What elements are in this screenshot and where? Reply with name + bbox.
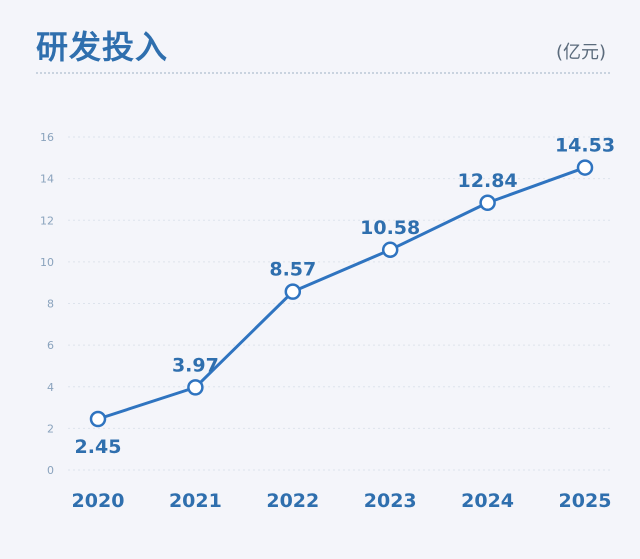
y-tick-label: 12 (40, 214, 54, 227)
x-tick-label: 2022 (266, 490, 319, 512)
x-tick-label: 2024 (461, 490, 514, 512)
data-points (89, 159, 594, 428)
y-tick-label: 0 (47, 464, 54, 477)
chart-title: 研发投入 (36, 28, 169, 66)
y-tick-label: 4 (47, 381, 54, 394)
y-tick-label: 8 (47, 298, 54, 311)
data-label: 3.97 (172, 354, 219, 376)
data-point (284, 283, 302, 300)
x-tick-label: 2020 (72, 490, 125, 512)
data-labels: 2.45 3.97 8.57 10.58 12.84 14.53 (75, 135, 616, 458)
x-tick-label: 2025 (559, 490, 612, 512)
unit-label: (亿元) (555, 42, 606, 63)
x-tick-label: 2021 (169, 490, 222, 512)
y-tick-label: 2 (47, 422, 54, 435)
y-tick-label: 14 (40, 173, 54, 186)
data-label: 2.45 (75, 436, 122, 458)
title-divider (36, 72, 610, 74)
data-point (89, 410, 107, 428)
data-label: 8.57 (269, 259, 316, 281)
series-line (97, 166, 586, 421)
series-line-group (97, 166, 586, 421)
y-tick-label: 16 (40, 131, 54, 144)
gridlines (68, 136, 612, 471)
data-point (187, 379, 204, 396)
data-label: 12.84 (458, 170, 518, 192)
x-axis-ticks: 2020 2021 2022 2023 2024 2025 (72, 490, 612, 512)
y-axis-ticks: 0 2 4 6 8 10 12 14 16 (40, 131, 54, 477)
data-point (576, 159, 594, 176)
data-point (381, 241, 399, 259)
y-tick-label: 6 (47, 339, 54, 352)
data-point (479, 194, 496, 212)
data-label: 10.58 (360, 217, 420, 239)
data-label: 14.53 (555, 135, 615, 157)
y-tick-label: 10 (40, 256, 54, 269)
x-tick-label: 2023 (364, 490, 417, 512)
